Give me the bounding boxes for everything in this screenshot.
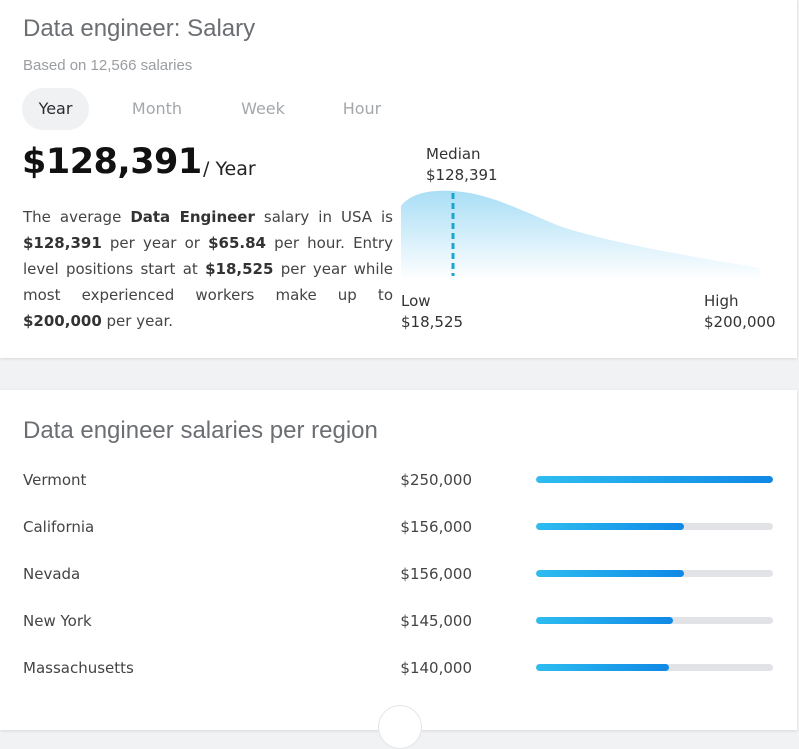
salary-distribution-chart: Median $128,391 Low $18,525 High $200,00… [398,140,778,340]
desc-text: per year. [101,312,174,330]
region-bar-fill [536,570,684,577]
low-label: Low $18,525 [401,291,463,333]
region-bar-track [536,664,773,671]
tab-week[interactable]: Week [241,99,285,118]
region-bar-track [536,617,773,624]
desc-text: per year while most experienced workers … [23,260,393,304]
region-salary: $140,000 [400,659,472,677]
region-salary: $250,000 [400,471,472,489]
region-bar-track [536,476,773,483]
high-label: High $200,000 [704,291,776,333]
region-salary: $145,000 [400,612,472,630]
desc-max-salary: $200,000 [23,312,102,330]
desc-text: salary in USA is [254,208,393,226]
region-row: Vermont $250,000 [0,467,797,497]
region-row: Massachusetts $140,000 [0,655,797,685]
distribution-area [401,190,760,280]
region-bar-track [536,570,773,577]
median-label: Median $128,391 [426,144,498,186]
low-title: Low [401,292,431,310]
salary-count-subtitle: Based on 12,566 salaries [23,57,193,74]
region-bar-track [536,523,773,530]
tab-month[interactable]: Month [131,99,183,118]
region-salary: $156,000 [400,518,472,536]
high-value: $200,000 [704,313,776,331]
average-salary-value: $128,391 [22,142,202,182]
tab-year[interactable]: Year [22,88,89,130]
region-salary: $156,000 [400,565,472,583]
distribution-curve [401,190,760,280]
region-bar-fill [536,664,669,671]
desc-entry-salary: $18,525 [205,260,274,278]
desc-yearly-salary: $128,391 [23,234,102,252]
low-value: $18,525 [401,313,464,331]
region-row: California $156,000 [0,514,797,544]
region-name: California [23,518,95,536]
region-card: Data engineer salaries per region Vermon… [0,390,797,749]
tab-hour[interactable]: Hour [342,99,382,118]
desc-text: per hour. Entry level positions start at [23,234,393,278]
salary-title: Data engineer: Salary [23,15,256,42]
desc-text: per year or [101,234,209,252]
desc-job-title: Data Engineer [130,208,255,226]
show-more-button[interactable] [378,705,422,749]
high-title: High [704,292,739,310]
salary-card: Data engineer: Salary Based on 12,566 sa… [0,0,797,358]
salary-description: The average Data Engineer salary in USA … [23,204,393,334]
region-name: New York [23,612,92,630]
salary-period-label: / Year [203,158,256,180]
region-bar-fill [536,523,684,530]
region-bar-fill [536,617,674,624]
region-row: New York $145,000 [0,608,797,638]
region-title: Data engineer salaries per region [23,417,378,444]
median-title: Median [426,145,481,163]
region-name: Nevada [23,565,81,583]
desc-text: The average [23,208,131,226]
desc-hourly-salary: $65.84 [208,234,266,252]
region-name: Massachusetts [23,659,134,677]
region-row: Nevada $156,000 [0,561,797,591]
region-bar-fill [536,476,773,483]
median-value: $128,391 [426,166,498,184]
region-name: Vermont [23,471,87,489]
